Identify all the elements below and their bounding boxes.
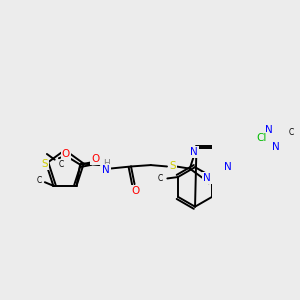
Text: C: C xyxy=(37,176,42,184)
Text: C: C xyxy=(59,160,64,169)
Text: Cl: Cl xyxy=(256,133,267,143)
Text: N: N xyxy=(102,165,110,175)
Text: N: N xyxy=(265,125,273,135)
Text: C: C xyxy=(288,128,293,137)
Text: O: O xyxy=(92,154,100,164)
Text: N: N xyxy=(203,173,211,183)
Text: N: N xyxy=(190,147,198,157)
Text: O: O xyxy=(62,149,70,159)
Text: S: S xyxy=(41,159,48,170)
Text: S: S xyxy=(169,161,176,172)
Text: O: O xyxy=(132,186,140,196)
Text: N: N xyxy=(272,142,280,152)
Text: C: C xyxy=(158,174,163,183)
Text: H: H xyxy=(103,159,110,168)
Text: N: N xyxy=(224,161,232,172)
